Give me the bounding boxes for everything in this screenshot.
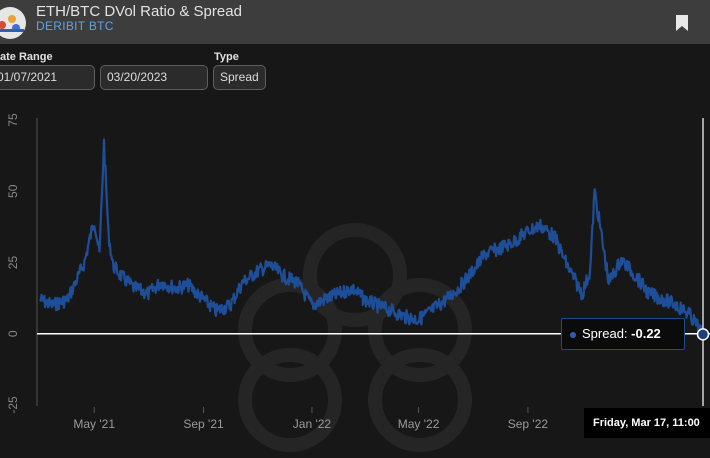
tooltip-label: Spread: — [582, 326, 632, 341]
date-range-label: ate Range — [0, 51, 53, 63]
exchange-subtitle: DERIBIT BTC — [36, 19, 114, 33]
x-tick-label: May '22 — [398, 417, 440, 431]
type-label: Type — [214, 51, 239, 63]
y-tick-label: 75 — [6, 113, 20, 127]
x-axis: May '21 Sep '21 Jan '22 May '22 Sep '22 — [73, 407, 548, 431]
series-marker-icon — [570, 331, 576, 338]
logo-icon — [0, 7, 26, 39]
x-tick-label: Sep '22 — [508, 417, 549, 431]
bookmark-icon[interactable] — [675, 15, 689, 31]
y-tick-label: -25 — [6, 396, 20, 414]
y-tick-label: 25 — [6, 256, 20, 270]
x-tick-label: Sep '21 — [183, 417, 224, 431]
tooltip-value: -0.22 — [631, 326, 661, 341]
y-axis: 75 50 25 0 -25 — [6, 113, 20, 414]
start-date-input[interactable]: 01/07/2021 — [0, 65, 95, 90]
end-date-input[interactable]: 03/20/2023 — [100, 65, 208, 90]
x-tick-label: Jan '22 — [293, 417, 332, 431]
value-tooltip: Spread: -0.22 — [561, 318, 685, 350]
chart-header: ETH/BTC DVol Ratio & Spread DERIBIT BTC — [0, 0, 710, 44]
hover-marker — [696, 328, 710, 341]
chart-title: ETH/BTC DVol Ratio & Spread — [36, 3, 242, 20]
spread-series-line — [39, 138, 705, 337]
series-layer — [39, 138, 705, 337]
watermark-logo — [238, 223, 472, 452]
date-tooltip: Friday, Mar 17, 11:00 — [584, 408, 710, 438]
type-select[interactable]: Spread — [213, 65, 266, 90]
y-tick-label: 0 — [6, 330, 20, 337]
chart-plot[interactable]: 75 50 25 0 -25 May '21 Sep '21 Jan '22 May '22 S… — [0, 100, 710, 458]
x-tick-label: May '21 — [73, 417, 115, 431]
y-tick-label: 50 — [6, 184, 20, 198]
